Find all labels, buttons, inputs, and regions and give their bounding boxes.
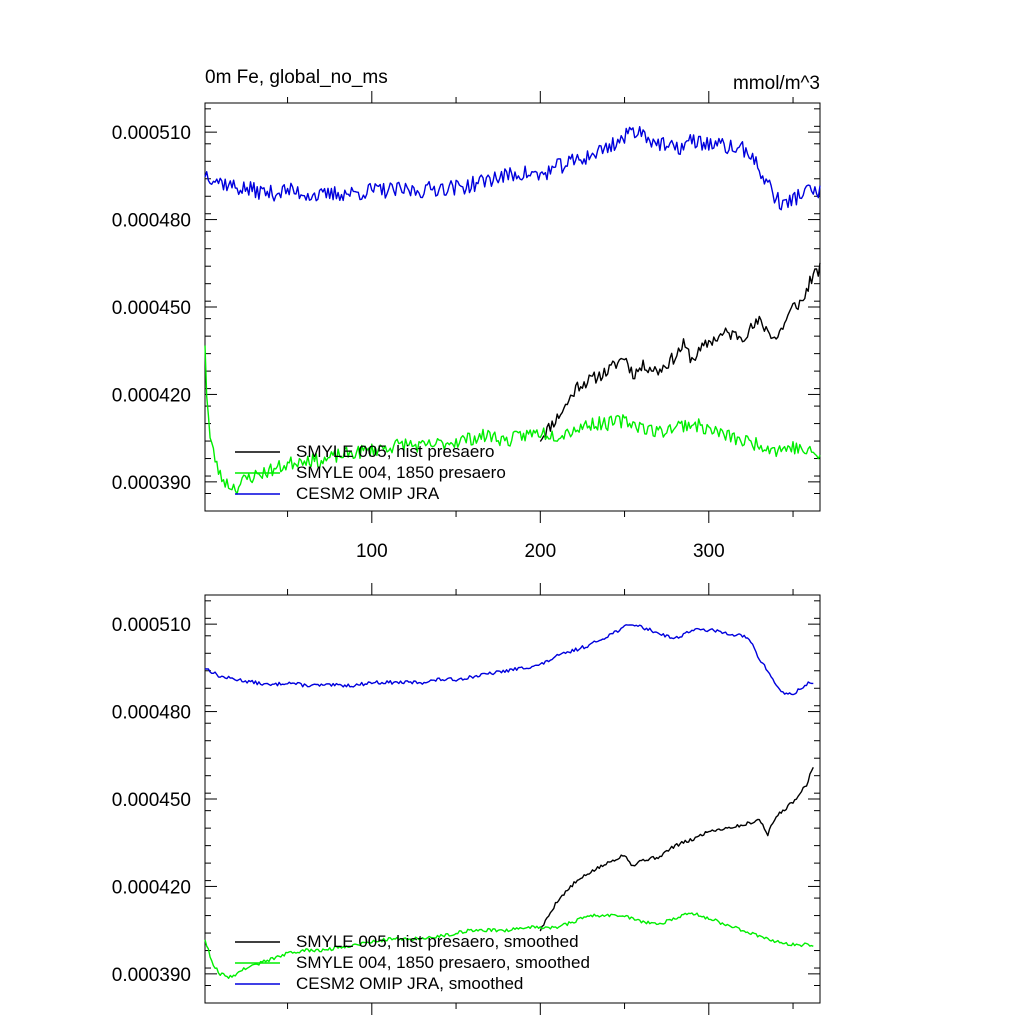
chart-units: mmol/m^3 <box>733 73 820 94</box>
legend-label: SMYLE 005, hist presaero, smoothed <box>296 932 579 951</box>
y-tick-label: 0.000420 <box>112 877 191 898</box>
series-line <box>539 262 821 442</box>
x-tick-label: 300 <box>693 541 725 562</box>
y-tick-label: 0.000480 <box>112 703 191 724</box>
y-tick-label: 0.000510 <box>112 615 191 636</box>
legend-label: CESM2 OMIP JRA, smoothed <box>296 974 523 993</box>
y-tick-label: 0.000450 <box>112 790 191 811</box>
upper-chart-panel: 0.000390 0.000420 0.000450 0.000480 0.000510… <box>112 67 821 562</box>
x-tick-label: 100 <box>356 541 388 562</box>
y-tick-label: 0.000450 <box>112 298 191 319</box>
series-line <box>204 624 814 696</box>
y-tick-label: 0.000510 <box>112 123 191 144</box>
legend-label: SMYLE 005, hist presaero <box>296 442 494 461</box>
legend-label: SMYLE 004, 1850 presaero <box>296 463 506 482</box>
y-tick-label: 0.000390 <box>112 473 191 494</box>
x-tick-label: 200 <box>524 541 556 562</box>
series-line <box>204 345 821 495</box>
y-tick-label: 0.000420 <box>112 385 191 406</box>
legend-label: CESM2 OMIP JRA <box>296 484 440 503</box>
lower-chart-panel: 0.000390 0.000420 0.000450 0.000480 0.000510… <box>112 583 821 1015</box>
y-tick-label: 0.000390 <box>112 965 191 986</box>
series-line <box>539 766 814 932</box>
chart-title: 0m Fe, global_no_ms <box>205 67 388 88</box>
series-line <box>204 125 821 211</box>
y-tick-label: 0.000480 <box>112 211 191 232</box>
legend-label: SMYLE 004, 1850 presaero, smoothed <box>296 953 590 972</box>
series-line <box>204 912 814 979</box>
